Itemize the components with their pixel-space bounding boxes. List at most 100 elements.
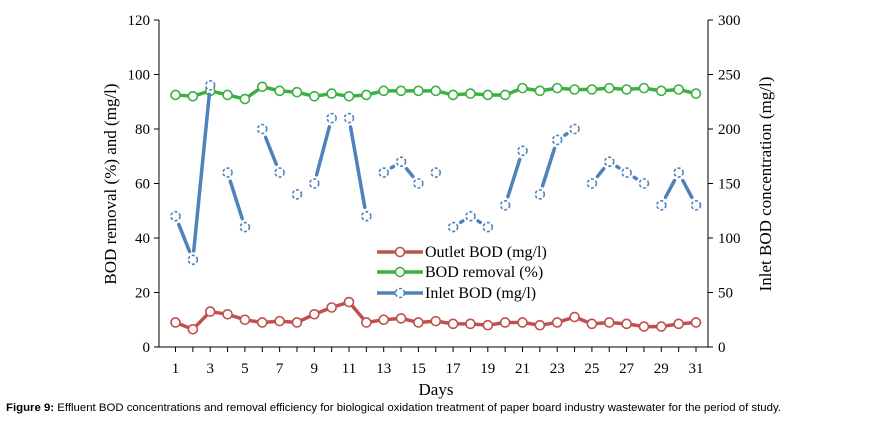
x-tick-label: 25	[584, 361, 599, 377]
data-point	[291, 317, 303, 328]
data-point	[482, 319, 494, 331]
caption-label: Figure 9:	[6, 402, 55, 414]
x-tick-label: 3	[206, 361, 214, 377]
data-point	[447, 318, 459, 330]
x-tick-label: 23	[550, 361, 565, 377]
x-tick-label: 31	[689, 361, 704, 377]
y-right-tick-label: 0	[718, 340, 726, 356]
data-point	[517, 82, 528, 94]
data-point	[482, 89, 494, 101]
data-point	[499, 317, 511, 328]
y-axis-right-title: Inlet BOD concentration (mg/l)	[756, 77, 775, 292]
data-point	[569, 123, 580, 135]
series-line-segment	[404, 166, 415, 179]
data-point	[361, 317, 372, 328]
data-point	[673, 167, 684, 178]
y-left-tick-label: 120	[128, 13, 151, 29]
data-point	[534, 189, 546, 200]
y-right-tick-label: 250	[718, 68, 741, 84]
data-point	[569, 84, 580, 95]
data-point	[603, 82, 615, 94]
series-line-segment	[663, 178, 677, 200]
data-point	[361, 210, 372, 222]
data-point	[621, 318, 632, 330]
data-point	[603, 317, 615, 328]
data-point	[534, 319, 546, 331]
x-tick-label: 7	[276, 361, 284, 377]
series-line-segment	[632, 175, 639, 181]
series-line-segment	[615, 164, 621, 170]
data-point	[170, 89, 181, 101]
x-tick-label: 21	[515, 361, 530, 377]
data-point	[239, 93, 251, 105]
series-layer	[170, 80, 702, 335]
data-point	[638, 82, 650, 94]
data-point	[187, 323, 199, 335]
data-point	[551, 134, 563, 146]
data-point	[551, 82, 563, 94]
y-right-tick-label: 150	[718, 177, 741, 193]
legend-label-outlet-bod: Outlet BOD (mg/l)	[425, 244, 547, 261]
data-point	[413, 85, 424, 97]
series-line-segment	[563, 132, 569, 137]
data-point	[395, 313, 407, 324]
series-line-segment	[458, 219, 465, 225]
y-axis-left-title: BOD removal (%) and (mg/l)	[101, 83, 120, 284]
y-right-tick-label: 100	[718, 231, 741, 247]
legend-swatch-marker	[394, 266, 406, 278]
data-point	[222, 89, 233, 101]
legend-swatch-marker	[394, 246, 406, 258]
data-point	[621, 167, 632, 178]
data-point	[413, 178, 424, 189]
data-point	[187, 91, 199, 102]
data-point	[673, 318, 684, 330]
data-point	[326, 112, 337, 124]
y-left-tick-label: 40	[135, 231, 150, 247]
y-right-tick-label: 50	[718, 286, 733, 302]
x-tick-label: 27	[619, 361, 635, 377]
y-right-tick-label: 300	[718, 13, 741, 29]
data-point	[447, 89, 459, 101]
data-point	[517, 317, 528, 328]
data-point	[499, 200, 511, 211]
data-point	[447, 221, 459, 233]
x-tick-label: 15	[411, 361, 426, 377]
data-point	[638, 321, 650, 332]
series-bod-removal	[170, 81, 702, 105]
data-point	[499, 89, 511, 101]
data-point	[274, 315, 285, 327]
data-point	[170, 210, 181, 222]
series-line-segment	[191, 92, 212, 253]
x-tick-label: 5	[241, 361, 249, 377]
data-point	[586, 318, 598, 330]
series-outlet-bod-mg-l	[170, 296, 702, 335]
data-point	[256, 81, 268, 93]
data-point	[256, 123, 268, 135]
data-point	[517, 145, 528, 157]
data-point	[430, 85, 442, 97]
data-point	[187, 254, 199, 266]
data-point	[239, 314, 251, 326]
data-point	[291, 86, 303, 98]
series-line-segment	[595, 166, 606, 179]
legend-label-bod-removal: BOD removal (%)	[425, 264, 543, 281]
data-point	[395, 85, 407, 97]
y-left-tick-label: 0	[143, 340, 151, 356]
data-point	[361, 89, 372, 101]
data-point	[655, 200, 667, 211]
data-point	[465, 210, 476, 222]
data-point	[378, 85, 390, 97]
data-point	[465, 318, 476, 330]
y-left-tick-label: 100	[128, 68, 151, 84]
x-tick-label: 9	[311, 361, 319, 377]
data-point	[430, 315, 442, 327]
series-line-segment	[681, 178, 694, 200]
data-point	[621, 84, 632, 95]
data-point	[638, 178, 650, 189]
series-line-segment	[348, 125, 367, 210]
series-line-segment	[389, 164, 396, 170]
data-point	[222, 167, 233, 178]
y-left-tick-label: 20	[135, 286, 150, 302]
series-inlet-bod-mg-l	[170, 80, 702, 266]
